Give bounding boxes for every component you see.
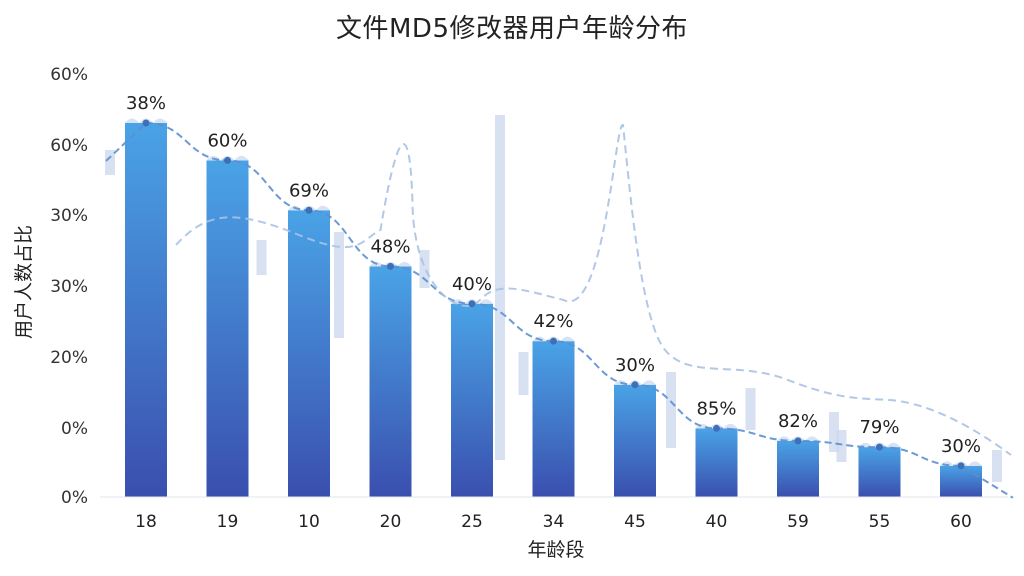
- trend-point: [305, 206, 313, 214]
- data-label: 30%: [615, 355, 655, 376]
- y-tick-label: 20%: [50, 348, 88, 368]
- x-axis: 18 19 10 20 25 34 45 40 59 55 60: [100, 496, 1008, 532]
- x-tick-label: 59: [787, 512, 809, 532]
- data-label: 79%: [859, 417, 899, 438]
- bar: [858, 447, 901, 497]
- trend-point: [876, 443, 883, 451]
- ghost-bar: [745, 388, 756, 430]
- ghost-bar: [992, 450, 1002, 482]
- y-tick-label: 0%: [61, 419, 88, 439]
- ghost-bar: [419, 250, 430, 288]
- chart-title: 文件MD5修改器用户年龄分布: [336, 14, 688, 44]
- trend-lines: [105, 119, 1014, 499]
- x-tick-label: 18: [135, 512, 157, 532]
- bar: [206, 160, 249, 497]
- y-tick-label: 60%: [50, 136, 88, 156]
- y-tick-label: 0%: [61, 488, 88, 508]
- data-label: 85%: [696, 398, 736, 419]
- x-tick-label: 60: [950, 512, 972, 532]
- x-tick-label: 19: [217, 512, 239, 532]
- trend-point: [794, 437, 802, 445]
- bar: [532, 341, 575, 497]
- data-label: 42%: [533, 311, 573, 332]
- ghost-bar: [836, 430, 847, 462]
- ghost-bar: [256, 240, 267, 275]
- y-axis-label: 用户人数占比: [13, 225, 35, 339]
- x-tick-label: 55: [869, 512, 891, 532]
- y-axis: 0% 0% 20% 30% 30% 60% 60%: [50, 65, 88, 508]
- ghost-bar: [334, 232, 344, 338]
- bar: [695, 428, 738, 497]
- ghost-bar: [105, 150, 115, 175]
- data-label: 69%: [289, 180, 329, 201]
- trend-point: [142, 119, 150, 127]
- y-tick-label: 60%: [50, 65, 88, 85]
- x-axis-label: 年龄段: [527, 539, 584, 561]
- trend-point: [631, 381, 639, 389]
- data-label: 82%: [778, 411, 818, 432]
- bar: [777, 440, 819, 497]
- trend-point: [468, 300, 476, 308]
- data-labels: 38% 60% 69% 48% 40% 42% 30% 85% 82% 79% 30%: [126, 93, 981, 457]
- x-tick-label: 25: [461, 512, 483, 532]
- ghost-bars: [105, 115, 1002, 482]
- trend-point: [550, 337, 557, 345]
- bars: [125, 118, 982, 497]
- ghost-bar: [666, 372, 676, 448]
- data-label: 38%: [126, 93, 166, 114]
- bar: [369, 266, 412, 497]
- trend-point: [957, 462, 965, 470]
- data-label: 60%: [207, 130, 247, 151]
- data-label: 40%: [452, 274, 492, 295]
- x-tick-label: 40: [706, 512, 728, 532]
- secondary-trend-line: [175, 123, 1012, 456]
- ghost-bar: [518, 352, 529, 395]
- trend-point: [387, 262, 394, 270]
- x-tick-label: 34: [543, 512, 565, 532]
- x-tick-label: 45: [624, 512, 646, 532]
- x-tick-label: 10: [298, 512, 320, 532]
- bar: [940, 465, 982, 497]
- x-tick-label: 20: [380, 512, 402, 532]
- bar: [288, 210, 330, 497]
- ghost-bar: [495, 115, 505, 460]
- trend-point: [224, 156, 231, 164]
- bar: [451, 303, 493, 497]
- bar: [125, 123, 167, 497]
- y-tick-label: 30%: [50, 277, 88, 297]
- data-label: 48%: [370, 236, 410, 257]
- y-tick-label: 30%: [50, 206, 88, 226]
- bar: [614, 384, 656, 497]
- trend-point: [713, 424, 720, 432]
- ghost-bar: [829, 412, 839, 452]
- data-label: 30%: [941, 436, 981, 457]
